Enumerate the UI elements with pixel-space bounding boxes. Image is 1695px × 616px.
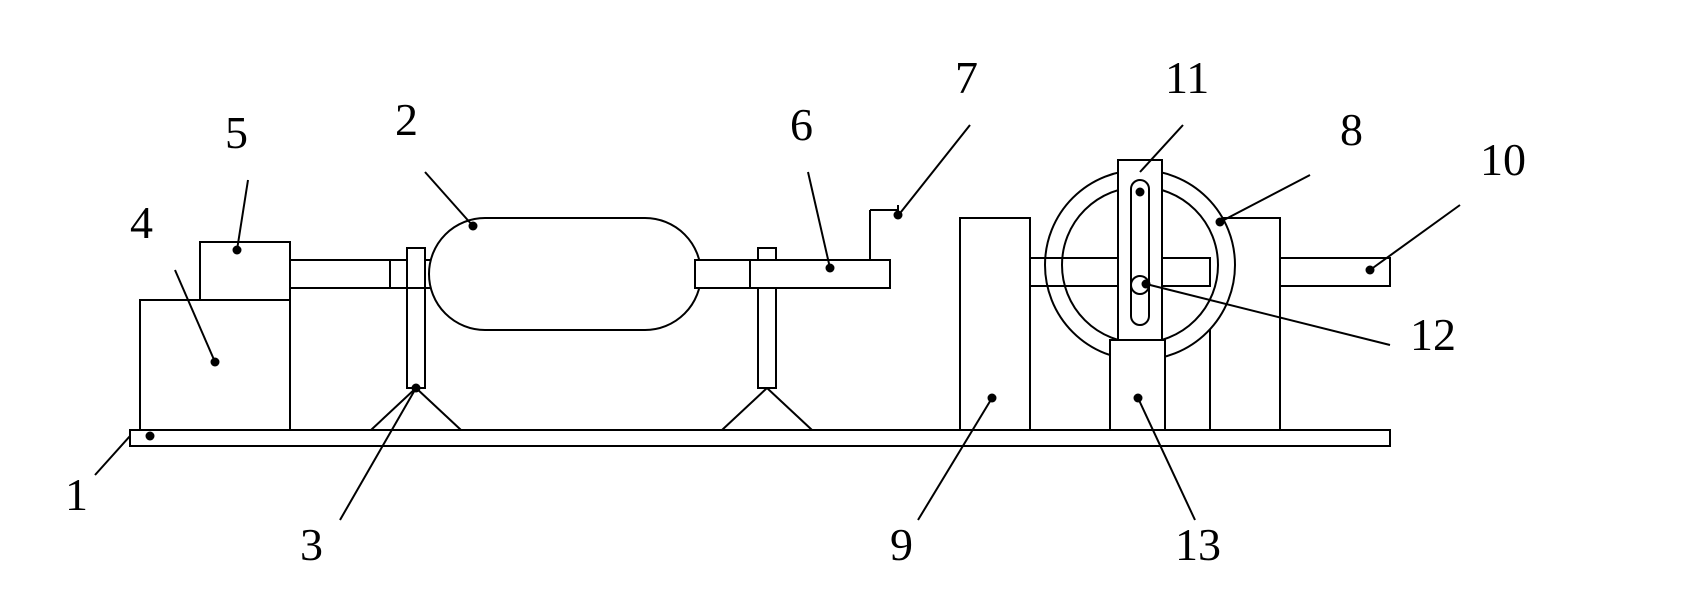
callout-label-4: 4 [130,197,153,248]
callout-label-2: 2 [395,94,418,145]
callout-label-7: 7 [955,52,978,103]
callout-label-10: 10 [1480,134,1526,185]
callout-label-12: 12 [1410,309,1456,360]
callout-label-5: 5 [225,107,248,158]
callout-label-8: 8 [1340,104,1363,155]
callout-label-1: 1 [65,469,88,520]
callout-label-3: 3 [300,519,323,570]
engineering-diagram: 12345678910111213 [0,0,1695,616]
callout-label-9: 9 [890,519,913,570]
callout-label-11: 11 [1165,52,1209,103]
callout-label-6: 6 [790,99,813,150]
callout-label-13: 13 [1175,519,1221,570]
